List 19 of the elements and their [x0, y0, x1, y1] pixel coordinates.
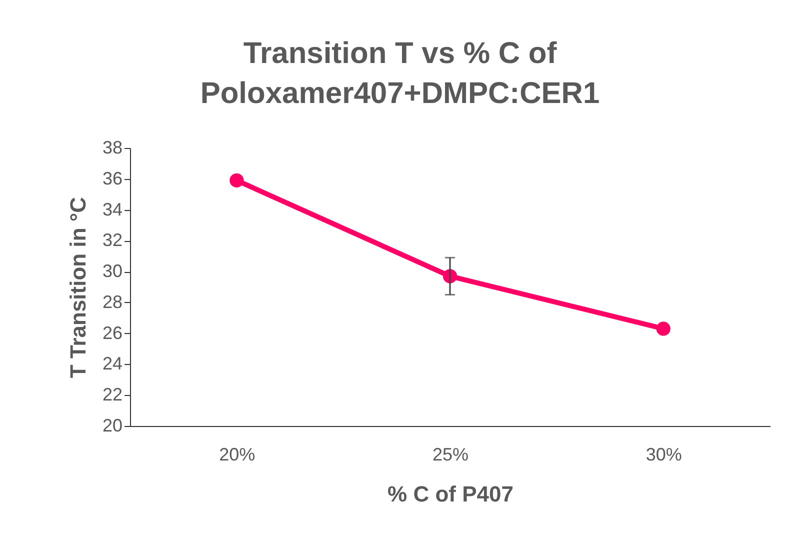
y-tick-label: 24	[102, 354, 122, 374]
x-axis-title: % C of P407	[388, 482, 514, 506]
y-tick-label: 22	[102, 384, 122, 405]
y-axis-title: T Transition in °C	[65, 196, 90, 378]
y-tick-label: 20	[102, 416, 122, 436]
y-tick-label: 26	[102, 322, 122, 343]
y-tick-label: 32	[102, 230, 122, 250]
x-tick-label: 25%	[432, 444, 469, 464]
y-tick-label: 30	[102, 261, 122, 282]
y-tick-label: 34	[102, 199, 122, 220]
text: Poloxamer407+DMPC:CER1	[200, 77, 600, 110]
y-tick-label: 28	[102, 292, 122, 312]
x-tick-label: 20%	[219, 444, 256, 464]
y-tick-label: 38	[102, 138, 122, 158]
point	[656, 322, 670, 336]
y-tick-label: 36	[102, 168, 122, 188]
x-tick-label: 30%	[646, 444, 682, 464]
point	[230, 173, 244, 188]
text: Transition T vs % C of	[243, 37, 557, 70]
